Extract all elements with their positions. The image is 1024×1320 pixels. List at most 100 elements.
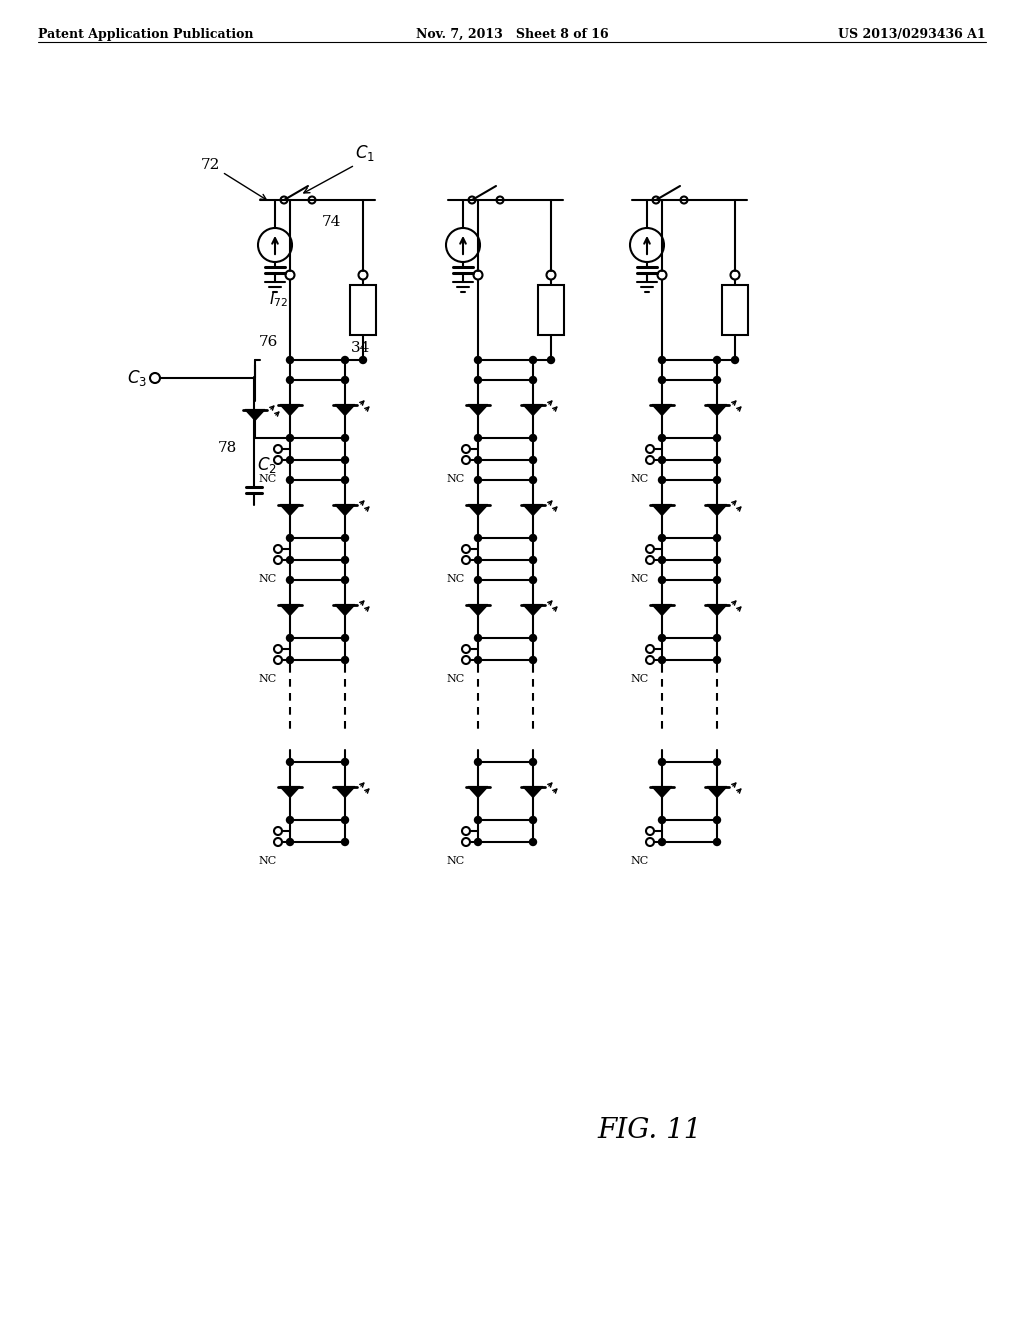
Polygon shape xyxy=(708,405,727,416)
Circle shape xyxy=(474,817,481,824)
Text: $C_3$: $C_3$ xyxy=(127,368,147,388)
Circle shape xyxy=(658,838,666,846)
Circle shape xyxy=(474,838,481,846)
Circle shape xyxy=(287,376,294,384)
Circle shape xyxy=(474,477,481,483)
Text: 78: 78 xyxy=(218,441,237,455)
Text: NC: NC xyxy=(446,474,465,484)
Text: NC: NC xyxy=(259,675,278,684)
Polygon shape xyxy=(523,504,543,515)
Circle shape xyxy=(658,477,666,483)
Text: Patent Application Publication: Patent Application Publication xyxy=(38,28,254,41)
Polygon shape xyxy=(335,605,355,615)
Circle shape xyxy=(658,577,666,583)
Polygon shape xyxy=(652,605,672,615)
Circle shape xyxy=(287,759,294,766)
Circle shape xyxy=(658,535,666,541)
Circle shape xyxy=(287,356,294,363)
Polygon shape xyxy=(281,605,300,615)
Circle shape xyxy=(287,635,294,642)
Circle shape xyxy=(287,656,294,664)
Circle shape xyxy=(658,817,666,824)
Circle shape xyxy=(529,477,537,483)
Circle shape xyxy=(714,434,721,441)
Polygon shape xyxy=(281,405,300,416)
Circle shape xyxy=(474,759,481,766)
Text: 74: 74 xyxy=(322,215,341,228)
Circle shape xyxy=(474,434,481,441)
Circle shape xyxy=(529,656,537,664)
Circle shape xyxy=(658,356,666,363)
Circle shape xyxy=(341,838,348,846)
Circle shape xyxy=(658,557,666,564)
Circle shape xyxy=(341,577,348,583)
Circle shape xyxy=(529,817,537,824)
Circle shape xyxy=(474,557,481,564)
Circle shape xyxy=(714,759,721,766)
Circle shape xyxy=(341,434,348,441)
Bar xyxy=(350,285,376,335)
Polygon shape xyxy=(245,409,265,420)
Text: 72: 72 xyxy=(201,158,220,172)
Circle shape xyxy=(714,477,721,483)
Text: US 2013/0293436 A1: US 2013/0293436 A1 xyxy=(839,28,986,41)
Circle shape xyxy=(529,838,537,846)
Circle shape xyxy=(529,376,537,384)
Circle shape xyxy=(714,577,721,583)
Circle shape xyxy=(529,457,537,463)
Circle shape xyxy=(529,635,537,642)
Circle shape xyxy=(287,535,294,541)
Circle shape xyxy=(714,356,721,363)
Polygon shape xyxy=(523,605,543,615)
Polygon shape xyxy=(335,787,355,797)
Text: NC: NC xyxy=(259,474,278,484)
Circle shape xyxy=(474,457,481,463)
Circle shape xyxy=(341,457,348,463)
Text: NC: NC xyxy=(631,574,649,583)
Circle shape xyxy=(714,817,721,824)
Text: NC: NC xyxy=(631,474,649,484)
Polygon shape xyxy=(468,504,487,515)
Circle shape xyxy=(714,635,721,642)
Polygon shape xyxy=(652,504,672,515)
Text: $C_1$: $C_1$ xyxy=(355,143,375,162)
Circle shape xyxy=(341,535,348,541)
Circle shape xyxy=(474,356,481,363)
Polygon shape xyxy=(652,787,672,797)
Text: $I_{72}$: $I_{72}$ xyxy=(269,290,288,309)
Polygon shape xyxy=(652,405,672,416)
Circle shape xyxy=(287,477,294,483)
Circle shape xyxy=(529,759,537,766)
Circle shape xyxy=(658,635,666,642)
Bar xyxy=(722,285,748,335)
Circle shape xyxy=(287,434,294,441)
Text: NC: NC xyxy=(446,855,465,866)
Circle shape xyxy=(474,577,481,583)
Circle shape xyxy=(658,376,666,384)
Polygon shape xyxy=(468,605,487,615)
Circle shape xyxy=(731,356,738,363)
Polygon shape xyxy=(708,787,727,797)
Polygon shape xyxy=(708,504,727,515)
Circle shape xyxy=(548,356,555,363)
Polygon shape xyxy=(281,787,300,797)
Circle shape xyxy=(287,557,294,564)
Text: NC: NC xyxy=(259,855,278,866)
Polygon shape xyxy=(468,787,487,797)
Circle shape xyxy=(287,838,294,846)
Circle shape xyxy=(529,356,537,363)
Circle shape xyxy=(341,817,348,824)
Text: 34: 34 xyxy=(351,341,371,355)
Circle shape xyxy=(341,557,348,564)
Polygon shape xyxy=(281,504,300,515)
Polygon shape xyxy=(468,405,487,416)
Circle shape xyxy=(529,577,537,583)
Circle shape xyxy=(714,376,721,384)
Circle shape xyxy=(658,434,666,441)
Circle shape xyxy=(341,759,348,766)
Polygon shape xyxy=(335,405,355,416)
Text: $C_2$: $C_2$ xyxy=(257,455,276,475)
Circle shape xyxy=(658,656,666,664)
Circle shape xyxy=(341,477,348,483)
Circle shape xyxy=(714,656,721,664)
